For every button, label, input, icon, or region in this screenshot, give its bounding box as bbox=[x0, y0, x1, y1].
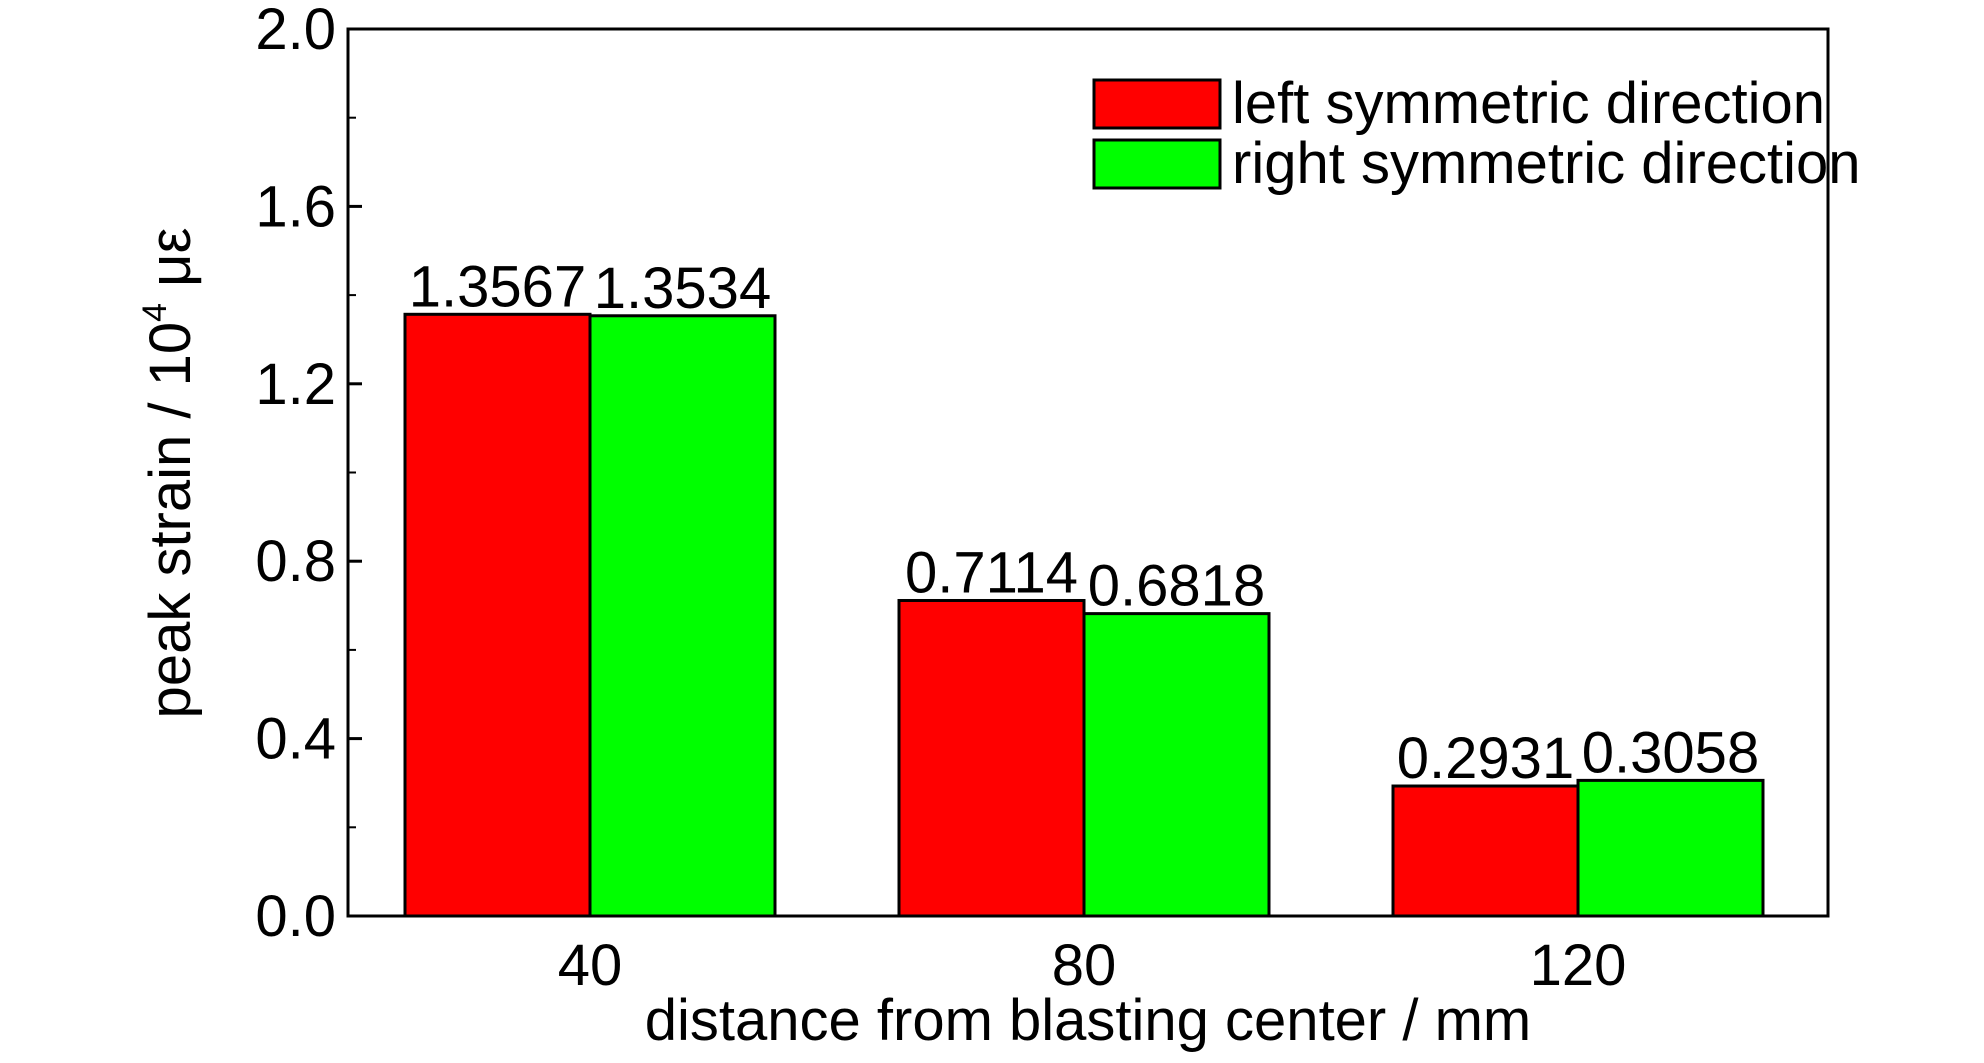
x-axis-label: distance from blasting center / mm bbox=[645, 988, 1531, 1053]
bar-40-series-1 bbox=[403, 312, 592, 918]
y-tick-label-1.6: 1.6 bbox=[255, 174, 336, 239]
y-axis-label-main: peak strain / 10 bbox=[138, 322, 203, 719]
legend-swatch-series-1 bbox=[1092, 78, 1222, 130]
bars-group bbox=[403, 312, 1765, 918]
bar-value-label-40-series-1: 1.3567 bbox=[409, 254, 586, 319]
bar-value-label-80-series-2: 0.6818 bbox=[1088, 554, 1265, 619]
y-tick-label-0.0: 0.0 bbox=[255, 884, 336, 949]
bar-120-series-1 bbox=[1391, 784, 1580, 918]
bar-80-series-1 bbox=[897, 598, 1086, 918]
y-tick-label-0.4: 0.4 bbox=[255, 707, 336, 772]
bar-value-label-120-series-2: 0.3058 bbox=[1582, 720, 1759, 785]
bar-value-label-80-series-1: 0.7114 bbox=[905, 540, 1078, 605]
y-tick-label-1.2: 1.2 bbox=[255, 352, 336, 417]
bar-value-label-40-series-2: 1.3534 bbox=[594, 256, 771, 321]
bar-value-label-120-series-1: 0.2931 bbox=[1397, 726, 1574, 791]
legend-label-series-2: right symmetric direction bbox=[1232, 131, 1860, 196]
y-tick-label-2.0: 2.0 bbox=[255, 0, 336, 62]
y-axis-ticks: 0.0 0.4 0.8 1.2 1.6 2.0 bbox=[255, 0, 362, 949]
bar-120-series-2 bbox=[1576, 778, 1765, 918]
x-tick-label-40: 40 bbox=[558, 933, 623, 998]
bar-80-series-2 bbox=[1082, 612, 1271, 918]
legend-swatch-series-2 bbox=[1092, 138, 1222, 190]
y-tick-label-0.8: 0.8 bbox=[255, 529, 336, 594]
legend-label-series-1: left symmetric direction bbox=[1232, 71, 1825, 136]
bar-40-series-2 bbox=[588, 314, 777, 918]
y-axis-label: peak strain / 104 με bbox=[136, 228, 203, 719]
y-axis-label-unit: με bbox=[138, 228, 203, 303]
x-tick-label-120: 120 bbox=[1530, 933, 1627, 998]
x-tick-label-80: 80 bbox=[1052, 933, 1117, 998]
x-axis-ticks: 40 80 120 bbox=[558, 933, 1627, 998]
y-axis-label-exponent: 4 bbox=[136, 303, 174, 322]
bar-value-labels: 1.3567 1.3534 0.7114 0.6818 0.2931 0.3058 bbox=[409, 254, 1759, 791]
